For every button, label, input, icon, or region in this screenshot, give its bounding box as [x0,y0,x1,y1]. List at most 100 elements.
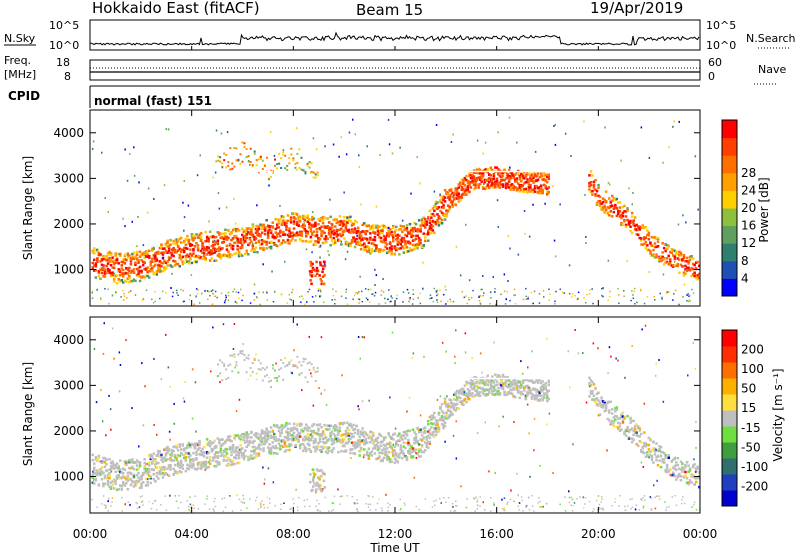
echo-cell [372,434,375,437]
echo-cell [284,365,287,368]
echo-cell [427,430,430,433]
echo-cell [533,290,536,293]
echo-cell [446,204,450,207]
echo-cell [322,260,326,263]
echo-cell [518,178,521,181]
echo-cell [382,438,386,441]
echo-cell [128,466,131,470]
echo-cell [378,232,381,235]
echo-cell [385,233,389,236]
echo-cell [355,424,358,428]
echo-cell [298,422,302,425]
echo-cell [187,452,191,455]
echo-cell [195,442,198,445]
echo-cell [212,459,215,462]
echo-cell [248,241,252,245]
echo-cell [120,273,123,276]
echo-cell [393,232,396,235]
echo-cell [469,383,473,386]
echo-cell [428,440,432,444]
echo-cell [154,290,156,293]
echo-cell [271,270,273,273]
echo-cell [465,187,468,191]
echo-cell [177,294,179,296]
echo-cell [260,440,264,443]
echo-cell [612,420,616,423]
echo-cell [437,430,441,433]
echo-cell [162,256,164,259]
echo-cell [456,398,459,402]
echo-cell [614,203,617,207]
echo-cell [350,448,354,451]
echo-cell [330,239,334,243]
echo-cell [166,245,169,248]
echo-cell [614,206,617,209]
echo-cell [474,184,477,187]
echo-cell [335,232,338,236]
echo-cell [372,227,375,230]
echo-cell [205,452,209,455]
echo-cell [311,266,315,270]
echo-cell [474,389,477,392]
echo-cell [433,204,436,208]
echo-cell [640,289,642,292]
echo-cell [310,269,314,273]
echo-cell [366,433,369,437]
echo-cell [538,176,541,179]
echo-cell [129,279,133,283]
echo-cell [375,247,378,250]
echo-cell [346,441,349,445]
echo-cell [620,428,623,431]
echo-cell [378,451,381,455]
echo-cell [541,174,544,177]
echo-cell [133,146,135,149]
echo-cell [284,154,287,157]
echo-cell [131,252,134,256]
echo-cell [509,184,512,187]
echo-cell [402,225,406,228]
echo-cell [665,243,669,247]
echo-cell [368,301,371,303]
echo-cell [529,183,532,187]
echo-cell [454,391,457,394]
echo-cell [598,404,602,407]
echo-cell [388,143,391,146]
echo-cell [393,245,396,248]
echo-cell [234,251,238,255]
echo-cell [308,426,311,430]
echo-cell [170,458,174,462]
echo-cell [364,437,367,441]
echo-cell [241,299,243,302]
echo-cell [536,178,540,182]
echo-cell [319,290,322,293]
echo-cell [696,465,699,469]
echo-cell [274,243,277,247]
echo-cell [471,181,474,184]
echo-cell [492,174,496,178]
echo-cell [134,279,137,283]
echo-cell [305,449,308,453]
echo-cell [691,464,695,467]
echo-cell [332,294,335,297]
echo-cell [140,258,143,262]
echo-cell [337,239,340,242]
echo-cell [233,434,236,437]
echo-cell [633,287,636,290]
echo-cell [618,201,622,204]
echo-cell [417,455,421,458]
echo-cell [425,223,428,226]
echo-cell [231,462,235,466]
echo-cell [535,184,538,188]
echo-cell [676,264,680,268]
echo-cell [140,486,143,489]
echo-cell [131,257,134,260]
echo-cell [500,293,502,296]
echo-cell [439,217,442,220]
echo-cell [396,294,398,297]
echo-cell [621,421,625,424]
echo-cell [231,245,235,248]
echo-cell [160,261,163,264]
echo-cell [478,182,482,186]
echo-cell [388,445,392,448]
echo-cell [594,179,597,182]
